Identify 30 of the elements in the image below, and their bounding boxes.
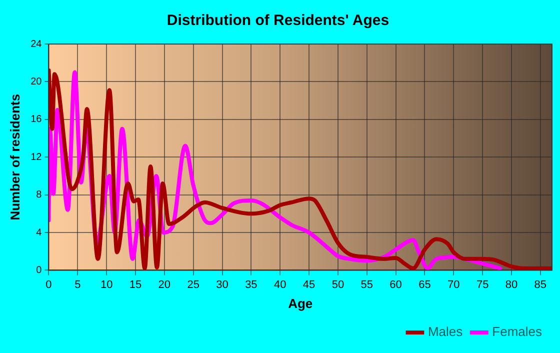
x-tick-label: 25: [187, 278, 200, 291]
y-tick-label: 24: [30, 38, 42, 50]
y-axis-title: Number of residents: [7, 94, 22, 220]
x-tick-label: 75: [476, 278, 489, 291]
x-tick-label: 10: [100, 278, 113, 291]
x-tick-label: 60: [390, 278, 402, 291]
x-tick-label: 45: [302, 278, 316, 291]
x-tick-label: 15: [129, 278, 142, 291]
x-tick-label: 85: [534, 278, 547, 291]
y-tick-label: 12: [30, 152, 42, 163]
x-tick-label: 35: [245, 278, 258, 291]
x-tick-label: 70: [448, 278, 460, 291]
y-tick-label: 8: [36, 190, 42, 201]
x-tick-label: 30: [216, 278, 228, 291]
x-tick-label: 5: [74, 278, 81, 291]
x-tick-label: 80: [505, 278, 518, 291]
legend-label: Females: [492, 324, 542, 340]
y-tick-label: 0: [36, 264, 42, 276]
x-tick-label: 55: [360, 278, 374, 291]
x-tick-label: 50: [332, 278, 344, 291]
y-tick-label: 20: [30, 76, 42, 88]
x-tick-label: 40: [274, 278, 286, 291]
x-axis-title: Age: [288, 296, 313, 311]
y-tick-label: 4: [36, 227, 42, 238]
x-tick-label: 20: [158, 278, 171, 291]
y-tick-label: 16: [30, 114, 42, 126]
chart-title: Distribution of Residents' Ages: [166, 12, 390, 30]
legend-label: Males: [428, 324, 464, 340]
x-tick-label: 0: [46, 278, 52, 291]
x-tick-label: 65: [418, 278, 431, 291]
